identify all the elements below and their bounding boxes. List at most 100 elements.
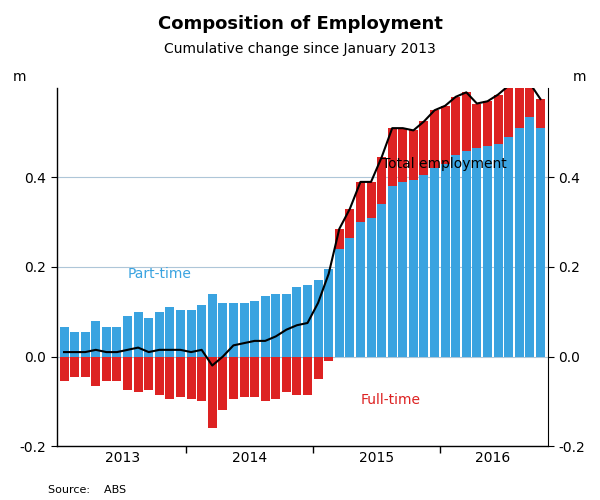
Bar: [292, 287, 301, 356]
Bar: [472, 104, 481, 148]
Bar: [70, 356, 79, 376]
Bar: [59, 356, 68, 381]
Bar: [134, 312, 143, 356]
Bar: [176, 356, 185, 397]
Bar: [59, 328, 68, 356]
Bar: [303, 356, 312, 395]
Bar: [102, 356, 111, 381]
Bar: [398, 128, 407, 182]
Bar: [91, 320, 100, 356]
Bar: [451, 155, 460, 356]
Bar: [536, 128, 545, 356]
Bar: [81, 332, 90, 356]
Bar: [409, 180, 418, 356]
Bar: [515, 81, 524, 128]
Bar: [282, 294, 291, 356]
Bar: [176, 310, 185, 356]
Bar: [271, 356, 280, 399]
Bar: [123, 316, 132, 356]
Bar: [314, 280, 323, 356]
Bar: [409, 130, 418, 180]
Bar: [504, 137, 513, 356]
Bar: [123, 356, 132, 390]
Bar: [187, 310, 196, 356]
Bar: [440, 106, 449, 164]
Bar: [229, 356, 238, 399]
Text: Part-time: Part-time: [128, 267, 191, 281]
Bar: [494, 94, 503, 144]
Text: m: m: [13, 70, 26, 85]
Text: Cumulative change since January 2013: Cumulative change since January 2013: [164, 42, 436, 56]
Bar: [250, 300, 259, 356]
Bar: [187, 356, 196, 399]
Bar: [335, 249, 344, 356]
Bar: [398, 182, 407, 356]
Bar: [346, 209, 355, 238]
Bar: [197, 356, 206, 402]
Bar: [430, 168, 439, 356]
Bar: [134, 356, 143, 392]
Bar: [536, 99, 545, 128]
Bar: [377, 158, 386, 204]
Bar: [208, 356, 217, 428]
Bar: [440, 164, 449, 356]
Bar: [303, 285, 312, 356]
Text: Composition of Employment: Composition of Employment: [158, 15, 442, 33]
Bar: [70, 332, 79, 356]
Bar: [229, 303, 238, 356]
Bar: [483, 102, 492, 146]
Bar: [324, 356, 333, 361]
Bar: [377, 204, 386, 356]
Bar: [430, 110, 439, 168]
Bar: [292, 356, 301, 395]
Bar: [218, 303, 227, 356]
Bar: [81, 356, 90, 376]
Bar: [155, 356, 164, 395]
Bar: [260, 296, 269, 356]
Bar: [494, 144, 503, 356]
Bar: [526, 117, 535, 356]
Bar: [271, 294, 280, 356]
Bar: [144, 318, 153, 356]
Bar: [526, 84, 535, 117]
Bar: [504, 86, 513, 137]
Bar: [91, 356, 100, 386]
Bar: [356, 222, 365, 356]
Bar: [472, 148, 481, 356]
Bar: [197, 305, 206, 356]
Bar: [367, 182, 376, 218]
Bar: [367, 218, 376, 356]
Bar: [208, 294, 217, 356]
Bar: [314, 356, 323, 379]
Bar: [166, 356, 175, 399]
Bar: [346, 238, 355, 356]
Bar: [218, 356, 227, 410]
Bar: [335, 229, 344, 249]
Text: m: m: [573, 70, 587, 85]
Bar: [144, 356, 153, 390]
Bar: [112, 356, 121, 381]
Bar: [419, 122, 428, 175]
Bar: [324, 269, 333, 356]
Text: Full-time: Full-time: [361, 392, 421, 406]
Bar: [112, 328, 121, 356]
Bar: [239, 303, 248, 356]
Bar: [462, 150, 471, 356]
Text: Source:    ABS: Source: ABS: [48, 485, 126, 495]
Bar: [260, 356, 269, 402]
Bar: [483, 146, 492, 356]
Bar: [451, 97, 460, 155]
Bar: [419, 175, 428, 356]
Bar: [102, 328, 111, 356]
Bar: [250, 356, 259, 397]
Bar: [166, 308, 175, 356]
Bar: [356, 182, 365, 222]
Bar: [388, 186, 397, 356]
Bar: [239, 356, 248, 397]
Bar: [462, 92, 471, 150]
Bar: [282, 356, 291, 392]
Text: Total employment: Total employment: [382, 158, 506, 172]
Bar: [388, 128, 397, 186]
Bar: [155, 312, 164, 356]
Bar: [515, 128, 524, 356]
